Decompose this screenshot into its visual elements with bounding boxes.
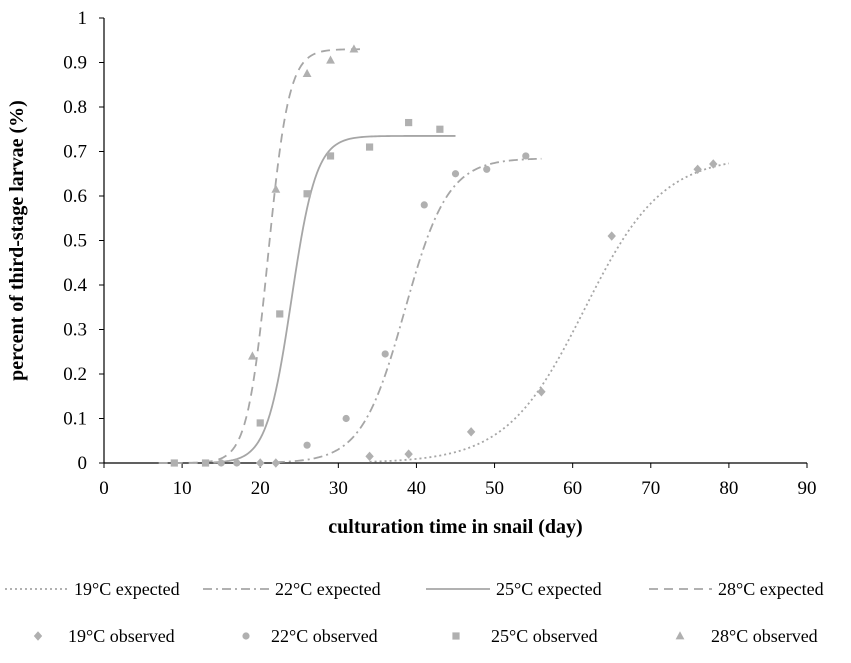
curve-19-c-expected (369, 162, 730, 463)
point-25-c-observed (326, 152, 335, 160)
legend-marker-19-c-observed (33, 631, 43, 641)
curve-25-c-expected (213, 135, 456, 464)
legend-label-19-c-observed: 19°C observed (68, 626, 175, 646)
legend: 19°C expected 22°C expected 25°C expected 2… (5, 579, 824, 646)
point-19-c-observed (365, 451, 374, 462)
x-tick-label: 0 (99, 478, 109, 499)
point-28-c-observed (302, 68, 312, 78)
point-25-c-observed (170, 459, 178, 467)
point-22-c-observed (342, 414, 350, 423)
legend-label-19-c-expected: 19°C expected (74, 579, 180, 599)
legend-label-28-c-expected: 28°C expected (718, 579, 824, 599)
point-19-c-observed (466, 427, 476, 437)
legend-label-22-c-observed: 22°C observed (271, 626, 378, 646)
curve-28-c-expected (158, 48, 362, 464)
point-25-c-observed (365, 143, 374, 151)
legend-marker-28-c-observed (675, 631, 685, 640)
observed-points (170, 44, 718, 468)
point-25-c-observed (201, 459, 210, 467)
point-25-c-observed (303, 190, 311, 198)
point-22-c-observed (381, 350, 389, 358)
y-tick-label: 0.6 (63, 186, 87, 207)
point-22-c-observed (217, 459, 225, 467)
legend-label-25-c-observed: 25°C observed (491, 626, 598, 646)
y-axis-title: percent of third-stage larvae (%) (6, 100, 28, 381)
point-22-c-observed (483, 165, 491, 173)
point-28-c-observed (248, 351, 257, 360)
curve-22-c-expected (275, 157, 542, 464)
x-tick-label: 10 (173, 478, 192, 499)
point-19-c-observed (709, 159, 718, 169)
point-28-c-observed (271, 184, 281, 193)
legend-marker-22-c-observed (242, 632, 250, 640)
y-tick-label: 0.9 (63, 53, 87, 74)
y-tick-label: 0.1 (63, 409, 87, 430)
point-19-c-observed (607, 231, 616, 241)
y-tick-label: 0.3 (63, 320, 87, 341)
y-tick-label: 0.7 (63, 142, 87, 163)
y-tick-label: 0.4 (63, 275, 87, 296)
point-22-c-observed (303, 441, 311, 449)
legend-label-22-c-expected: 22°C expected (275, 579, 381, 599)
y-tick-label: 0.8 (63, 97, 87, 118)
x-tick-label: 40 (407, 478, 426, 499)
point-19-c-observed (404, 449, 413, 459)
axes: 0 10 20 30 40 50 60 70 80 90 0 0.1 0.2 0.3 0.4 0.5 0.6 0.… (63, 8, 816, 499)
point-25-c-observed (276, 310, 284, 318)
point-19-c-observed (693, 164, 702, 174)
point-25-c-observed (256, 419, 264, 427)
point-22-c-observed (522, 152, 530, 160)
point-22-c-observed (233, 459, 241, 467)
point-19-c-observed (256, 458, 265, 468)
point-25-c-observed (436, 125, 444, 133)
legend-marker-25-c-observed (452, 632, 460, 640)
x-tick-label: 20 (251, 478, 270, 499)
x-tick-label: 80 (719, 478, 738, 499)
x-tick-label: 50 (485, 478, 504, 499)
legend-label-25-c-expected: 25°C expected (496, 579, 602, 599)
point-19-c-observed (271, 458, 281, 468)
x-tick-label: 30 (329, 478, 348, 499)
y-tick-label: 0.5 (63, 231, 87, 252)
expected-curves (158, 48, 730, 464)
y-tick-label: 1 (78, 8, 88, 29)
point-25-c-observed (405, 118, 413, 127)
point-22-c-observed (451, 170, 460, 178)
y-tick-label: 0 (78, 453, 88, 474)
y-tick-label: 0.2 (63, 364, 87, 385)
x-axis-title: culturation time in snail (day) (328, 516, 582, 538)
x-tick-label: 60 (563, 478, 582, 499)
point-28-c-observed (326, 55, 335, 64)
x-tick-label: 90 (798, 478, 817, 499)
legend-label-28-c-observed: 28°C observed (711, 626, 818, 646)
point-19-c-observed (537, 387, 546, 397)
x-tick-label: 70 (641, 478, 660, 499)
point-22-c-observed (420, 201, 428, 209)
point-28-c-observed (349, 44, 359, 53)
